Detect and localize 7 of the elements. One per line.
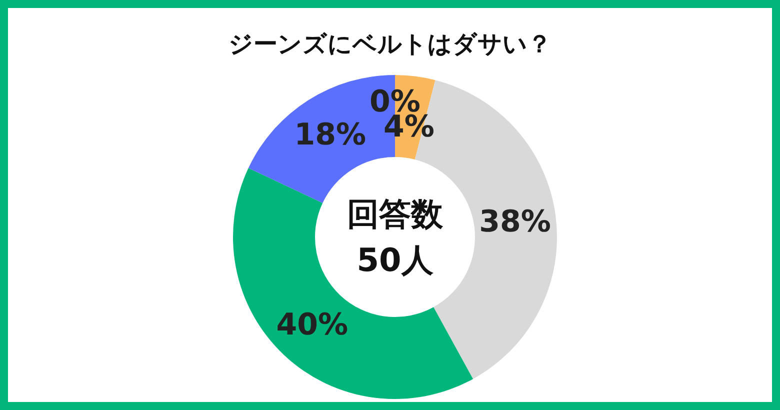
data-label: 40% (276, 308, 348, 343)
data-label: 38% (479, 204, 551, 240)
chart-title: ジーンズにベルトはダサい？ (228, 30, 552, 58)
text: 回答数 (347, 195, 444, 233)
text: 50人 (356, 241, 434, 279)
data-label: 18% (294, 117, 366, 152)
donut-slice (233, 168, 474, 399)
